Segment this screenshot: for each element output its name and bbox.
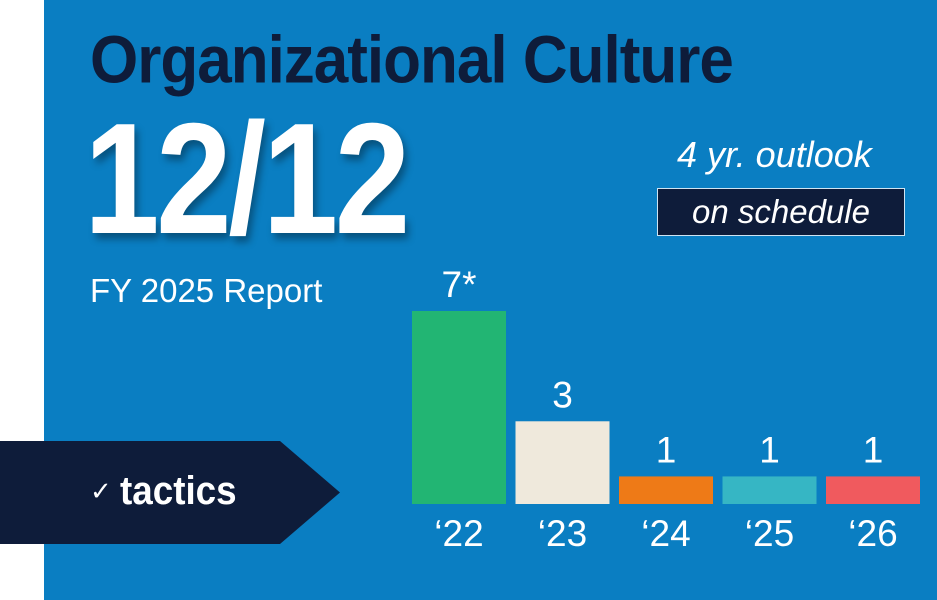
bar-value-label: 1 [759, 429, 780, 470]
x-tick-label: ‘24 [641, 513, 690, 554]
arrow-banner-shape [0, 441, 340, 544]
report-label: FY 2025 Report [90, 272, 323, 309]
check-icon: ✓ [90, 475, 112, 506]
tactics-label: tactics [119, 468, 237, 513]
bar-0 [412, 311, 506, 504]
x-tick-label: ‘22 [434, 513, 483, 554]
x-tick-label: ‘25 [745, 513, 794, 554]
bar-2 [619, 476, 713, 504]
bar-3 [722, 476, 817, 504]
bar-value-label: 3 [552, 374, 573, 415]
page-title: Organizational Culture [90, 23, 734, 98]
bar-1 [515, 421, 610, 504]
x-tick-label: ‘26 [848, 513, 897, 554]
status-badge-label: on schedule [692, 193, 870, 230]
bar-value-label: 7* [442, 264, 477, 305]
tactic-count: 12/12 [84, 91, 410, 267]
status-badge: on schedule [657, 188, 905, 236]
bar-value-label: 1 [863, 429, 884, 470]
outlook-label: 4 yr. outlook [677, 134, 872, 175]
tactics-banner: ✓ tactics [0, 441, 340, 544]
x-tick-label: ‘23 [538, 513, 587, 554]
bar-4 [826, 476, 920, 504]
bar-value-label: 1 [656, 429, 677, 470]
